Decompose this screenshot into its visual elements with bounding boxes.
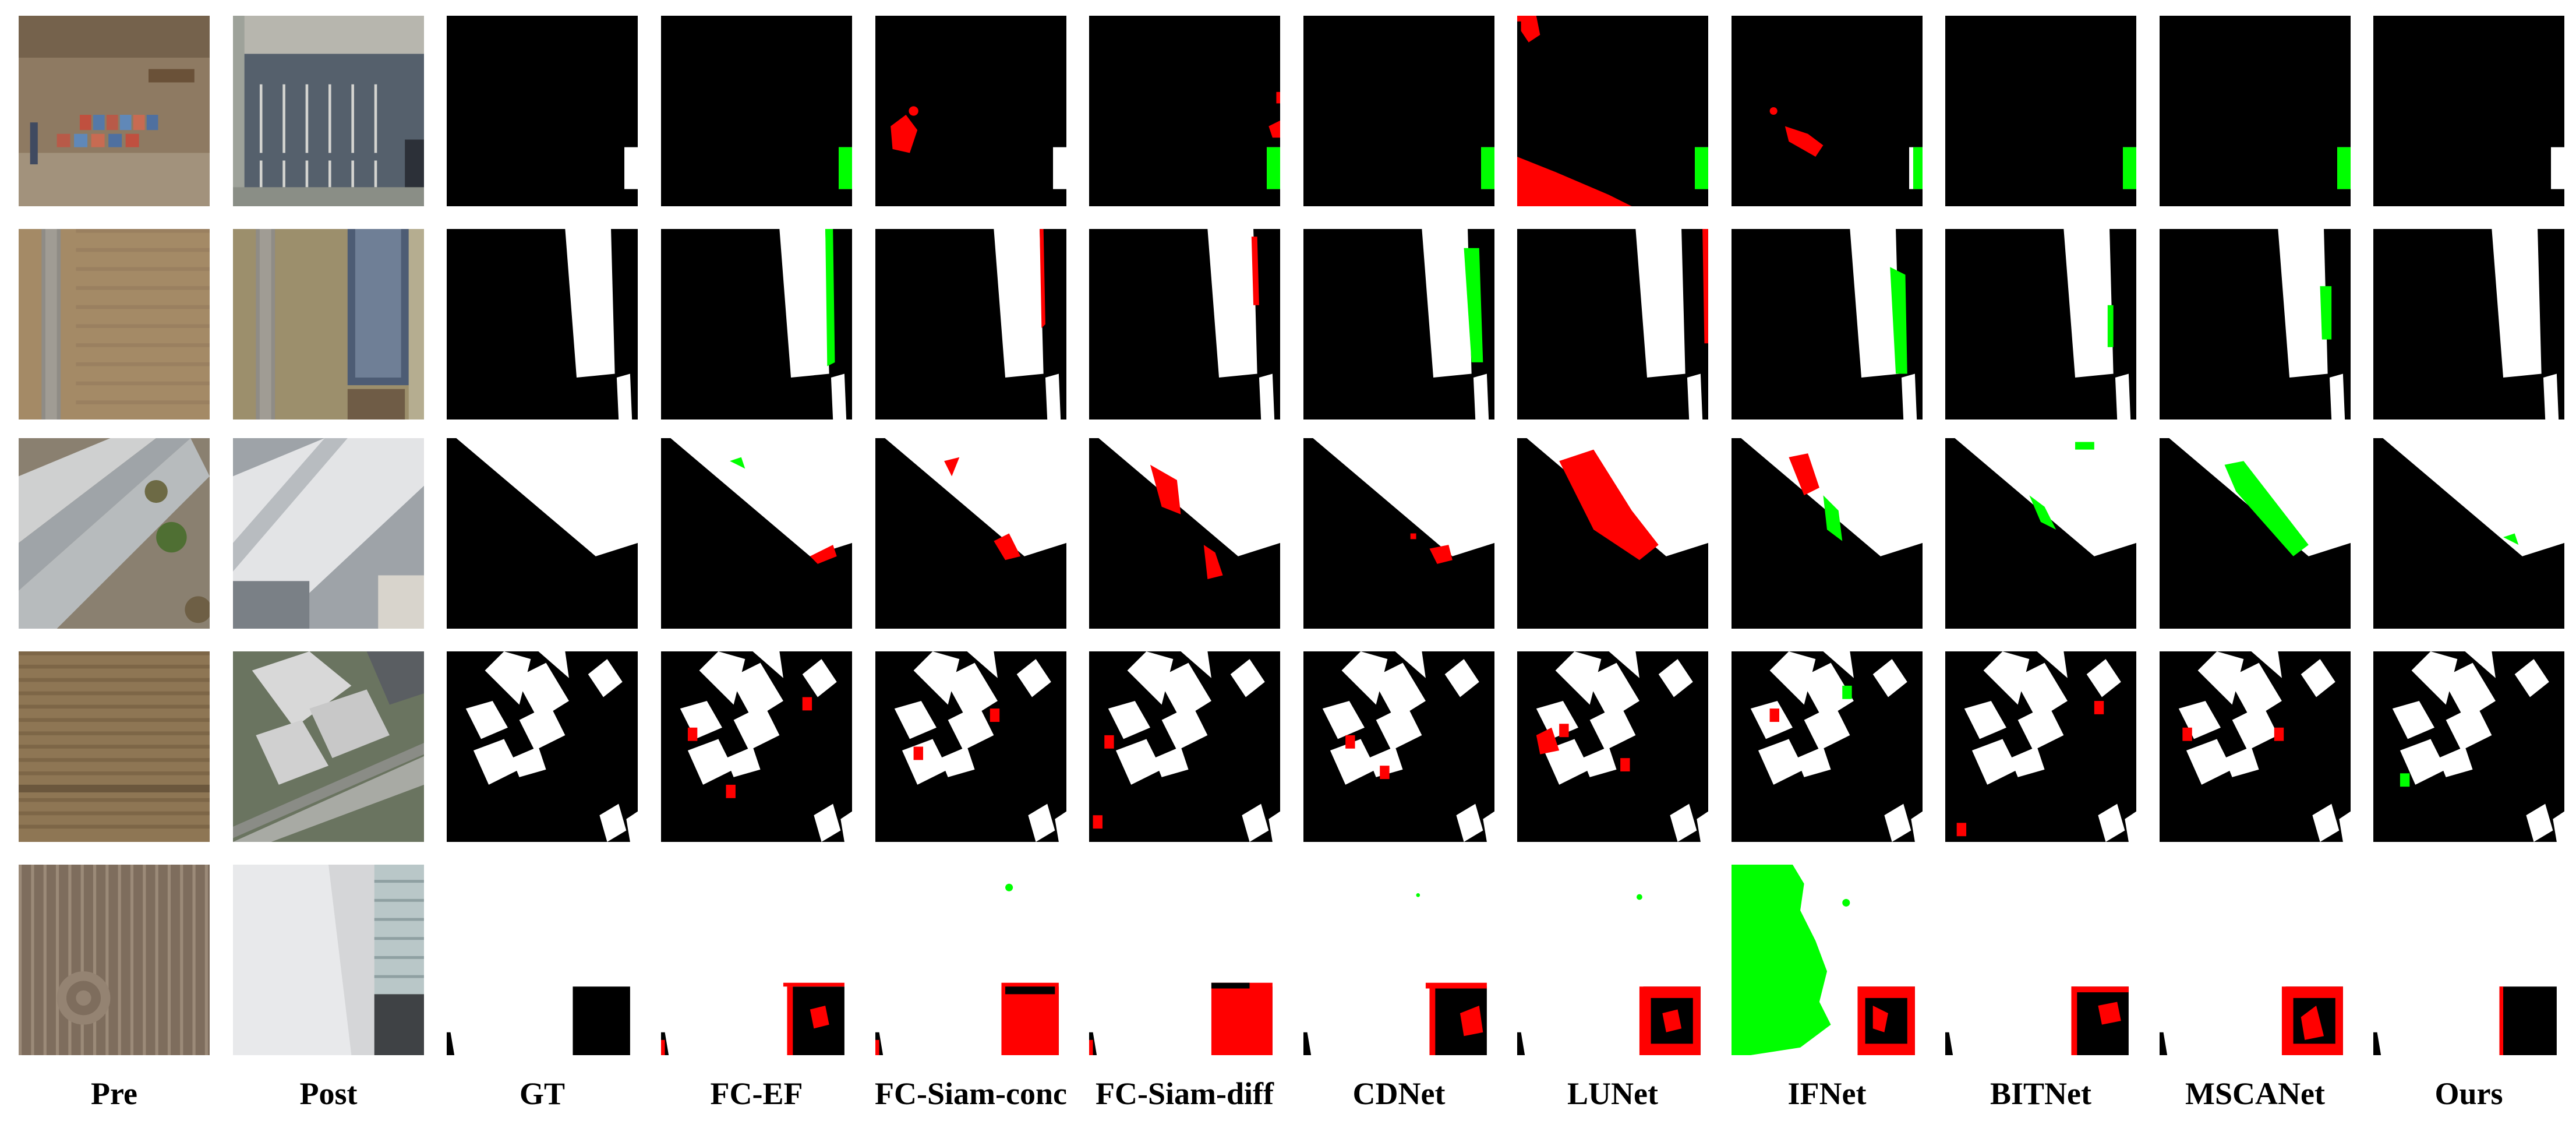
ifnet-map-row-1	[1732, 16, 1923, 206]
ifnet-map-row-5	[1732, 865, 1923, 1055]
gt-map-row-5	[447, 865, 638, 1055]
fc-siam-diff-map-row-4	[1089, 651, 1280, 842]
column-label-bitnet: BITNet	[1990, 1076, 2091, 1111]
cdnet-map-row-3	[1303, 438, 1494, 629]
bitnet-map-row-4	[1945, 651, 2136, 842]
mscanet-map-row-1	[2160, 16, 2351, 206]
gt-map-row-3	[447, 438, 638, 629]
post-image-row-3	[233, 438, 424, 629]
bitnet-map-row-2	[1945, 229, 2136, 420]
column-label-cdnet: CDNet	[1352, 1076, 1446, 1111]
fc-siam-conc-map-row-4	[875, 651, 1066, 842]
mscanet-map-row-4	[2160, 651, 2351, 842]
fc-siam-conc-map-row-3	[875, 438, 1066, 629]
bitnet-map-row-5	[1945, 865, 2136, 1055]
gt-map-row-1	[447, 16, 638, 206]
column-label-lunet: LUNet	[1567, 1076, 1658, 1111]
column-label-fc-siam-diff: FC-Siam-diff	[1096, 1076, 1274, 1111]
fc-siam-conc-map-row-5	[875, 865, 1066, 1055]
cdnet-map-row-2	[1303, 229, 1494, 420]
bitnet-map-row-3	[1945, 438, 2136, 629]
gt-map-row-4	[447, 651, 638, 842]
ifnet-map-row-3	[1732, 438, 1923, 629]
column-label-ours: Ours	[2434, 1076, 2503, 1111]
lunet-map-row-1	[1517, 16, 1708, 206]
pre-image-row-5	[19, 865, 210, 1055]
post-image-row-4	[233, 651, 424, 842]
mscanet-map-row-5	[2160, 865, 2351, 1055]
column-label-post: Post	[299, 1076, 358, 1111]
fc-siam-conc-map-row-2	[875, 229, 1066, 420]
lunet-map-row-3	[1517, 438, 1708, 629]
pre-image-row-1	[19, 16, 210, 206]
fc-ef-map-row-5	[661, 865, 852, 1055]
post-image-row-2	[233, 229, 424, 420]
mscanet-map-row-3	[2160, 438, 2351, 629]
column-label-ifnet: IFNet	[1787, 1076, 1867, 1111]
post-image-row-1	[233, 16, 424, 206]
column-label-fc-ef: FC-EF	[710, 1076, 803, 1111]
ours-map-row-5	[2373, 865, 2564, 1055]
gt-map-row-2	[447, 229, 638, 420]
ours-map-row-3	[2373, 438, 2564, 629]
ifnet-map-row-2	[1732, 229, 1923, 420]
cdnet-map-row-4	[1303, 651, 1494, 842]
fc-ef-map-row-2	[661, 229, 852, 420]
column-label-mscanet: MSCANet	[2185, 1076, 2325, 1111]
lunet-map-row-5	[1517, 865, 1708, 1055]
mscanet-map-row-2	[2160, 229, 2351, 420]
pre-image-row-3	[19, 438, 210, 629]
fc-siam-diff-map-row-3	[1089, 438, 1280, 629]
column-label-gt: GT	[519, 1076, 566, 1111]
column-label-pre: Pre	[91, 1076, 137, 1111]
fc-siam-diff-map-row-1	[1089, 16, 1280, 206]
ifnet-map-row-4	[1732, 651, 1923, 842]
ours-map-row-2	[2373, 229, 2564, 420]
cdnet-map-row-1	[1303, 16, 1494, 206]
lunet-map-row-2	[1517, 229, 1708, 420]
fc-ef-map-row-4	[661, 651, 852, 842]
ours-map-row-1	[2373, 16, 2564, 206]
fc-siam-conc-map-row-1	[875, 16, 1066, 206]
bitnet-map-row-1	[1945, 16, 2136, 206]
pre-image-row-2	[19, 229, 210, 420]
ours-map-row-4	[2373, 651, 2564, 842]
column-label-fc-siam-conc: FC-Siam-conc	[875, 1076, 1067, 1111]
fc-siam-diff-map-row-2	[1089, 229, 1280, 420]
cdnet-map-row-5	[1303, 865, 1494, 1055]
pre-image-row-4	[19, 651, 210, 842]
fc-ef-map-row-1	[661, 16, 852, 206]
post-image-row-5	[233, 865, 424, 1055]
fc-siam-diff-map-row-5	[1089, 865, 1280, 1055]
lunet-map-row-4	[1517, 651, 1708, 842]
fc-ef-map-row-3	[661, 438, 852, 629]
